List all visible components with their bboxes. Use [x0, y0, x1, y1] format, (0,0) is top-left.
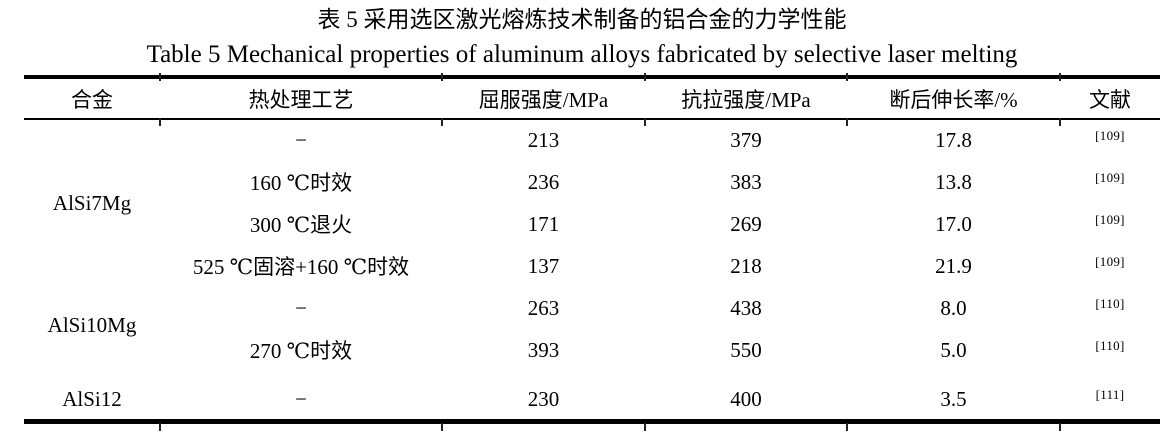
header-reference: 文献 [1089, 87, 1131, 112]
properties-table-wrapper: 合金 热处理工艺 屈服强度/MPa 抗拉强度/MPa 断后伸长率/% 文献 Al… [24, 73, 1160, 431]
reference-superscript: [111] [1095, 386, 1125, 402]
table-row: 525 ℃固溶+160 ℃时效 137 218 21.9 [109] [24, 245, 1160, 287]
table-row: 300 ℃退火 171 269 17.0 [109] [24, 203, 1160, 245]
rule-tick [644, 118, 646, 126]
cell-treatment: 160 ℃时效 [249, 171, 353, 195]
table-caption-english: Table 5 Mechanical properties of aluminu… [146, 41, 1018, 68]
table-row: 160 ℃时效 236 383 13.8 [109] [24, 161, 1160, 203]
cell-tensile: 550 [730, 337, 762, 362]
cell-yield: 213 [527, 128, 560, 152]
reference-superscript: [109] [1095, 128, 1125, 143]
cell-treatment: 525 ℃固溶+160 ℃时效 [192, 255, 410, 279]
cell-elongation: 17.8 [935, 128, 972, 152]
mechanical-properties-table: 合金 热处理工艺 屈服强度/MPa 抗拉强度/MPa 断后伸长率/% 文献 Al… [24, 75, 1160, 424]
cell-tensile: 379 [730, 128, 762, 152]
table-row: AlSi7Mg − 213 379 17.8 [109] [24, 119, 1160, 215]
reference-superscript: [109] [1095, 169, 1125, 185]
cell-treatment: − [295, 295, 307, 320]
cell-alloy: AlSi12 [62, 386, 122, 411]
header-tensile: 抗拉强度/MPa [681, 87, 811, 112]
cell-tensile: 438 [730, 295, 762, 320]
reference-superscript: [110] [1095, 337, 1125, 353]
cell-treatment: − [295, 386, 307, 411]
header-row: 合金 热处理工艺 屈服强度/MPa 抗拉强度/MPa 断后伸长率/% 文献 [24, 77, 1160, 119]
rule-tick [159, 423, 161, 431]
rule-tick [846, 118, 848, 126]
cell-yield: 263 [527, 295, 560, 320]
cell-tensile: 218 [730, 253, 762, 278]
cell-tensile: 400 [730, 386, 762, 411]
cell-alloy: AlSi10Mg [47, 312, 137, 337]
rule-tick [159, 73, 161, 81]
rule-tick [441, 423, 443, 431]
cell-treatment: − [295, 128, 307, 152]
rule-tick [644, 73, 646, 81]
cell-reference: [109] [1060, 245, 1160, 287]
cell-alloy: AlSi7Mg [52, 191, 132, 215]
reference-superscript: [109] [1095, 253, 1125, 269]
cell-elongation: 13.8 [935, 169, 972, 194]
rule-tick [159, 118, 161, 126]
cell-reference: [109] [1060, 119, 1160, 161]
reference-superscript: [109] [1095, 211, 1125, 227]
header-elongation: 断后伸长率/% [889, 87, 1018, 112]
rule-tick [1059, 118, 1061, 126]
header-treatment: 热处理工艺 [248, 87, 354, 112]
cell-elongation: 17.0 [935, 211, 972, 236]
cell-yield: 393 [527, 337, 560, 362]
cell-reference: [109] [1060, 161, 1160, 203]
rule-tick [846, 73, 848, 81]
table-caption-chinese: 表 5 采用选区激光熔炼技术制备的铝合金的力学性能 [317, 7, 847, 32]
cell-elongation: 8.0 [940, 295, 967, 320]
cell-reference: [110] [1060, 329, 1160, 371]
cell-elongation: 5.0 [940, 337, 967, 362]
cell-treatment: 300 ℃退火 [249, 213, 353, 237]
cell-yield: 171 [527, 211, 560, 236]
rule-tick [644, 423, 646, 431]
cell-yield: 137 [527, 253, 560, 278]
header-alloy: 合金 [71, 87, 113, 112]
rule-tick [1059, 73, 1061, 81]
cell-reference: [109] [1060, 203, 1160, 245]
reference-superscript: [110] [1095, 295, 1125, 311]
cell-treatment: 270 ℃时效 [249, 339, 353, 363]
cell-reference: [110] [1060, 287, 1160, 329]
table-row: AlSi10Mg − 263 438 8.0 [110] [24, 287, 1160, 337]
cell-reference: [111] [1060, 371, 1160, 421]
rule-tick [441, 73, 443, 81]
table-row: AlSi12 − 230 400 3.5 [111] [24, 371, 1160, 421]
cell-tensile: 269 [730, 211, 762, 236]
header-yield: 屈服强度/MPa [478, 87, 609, 112]
cell-elongation: 3.5 [940, 386, 967, 411]
cell-yield: 236 [527, 169, 560, 194]
cell-yield: 230 [527, 386, 560, 411]
cell-elongation: 21.9 [935, 253, 972, 278]
rule-tick [846, 423, 848, 431]
rule-tick [441, 118, 443, 126]
table-row: 270 ℃时效 393 550 5.0 [110] [24, 329, 1160, 371]
rule-tick [1059, 423, 1061, 431]
cell-tensile: 383 [730, 169, 762, 194]
